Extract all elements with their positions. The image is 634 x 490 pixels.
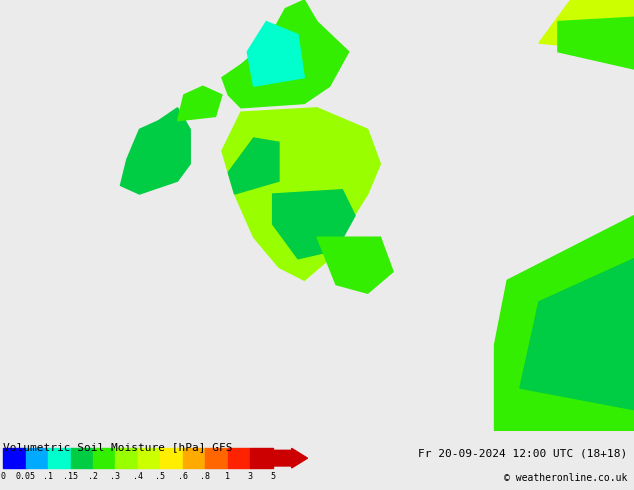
- Bar: [228, 448, 250, 468]
- Polygon shape: [539, 0, 634, 52]
- Bar: [183, 448, 205, 468]
- Bar: [115, 448, 138, 468]
- Bar: [3, 448, 25, 468]
- Bar: [70, 448, 93, 468]
- Bar: [160, 448, 183, 468]
- Bar: [48, 448, 70, 468]
- Polygon shape: [178, 86, 222, 121]
- Bar: [205, 448, 228, 468]
- Text: .3: .3: [110, 472, 120, 481]
- Text: .4: .4: [133, 472, 143, 481]
- Bar: [25, 448, 48, 468]
- Polygon shape: [520, 259, 634, 410]
- Polygon shape: [228, 138, 279, 194]
- Text: 0.05: 0.05: [16, 472, 36, 481]
- Text: Volumetric Soil Moisture [hPa] GFS: Volumetric Soil Moisture [hPa] GFS: [3, 442, 233, 452]
- Text: .8: .8: [200, 472, 210, 481]
- Bar: [138, 448, 160, 468]
- Text: 0: 0: [1, 472, 6, 481]
- Text: .2: .2: [88, 472, 98, 481]
- Text: 1: 1: [225, 472, 230, 481]
- Polygon shape: [495, 216, 634, 431]
- Polygon shape: [247, 22, 304, 86]
- Polygon shape: [317, 237, 393, 293]
- Polygon shape: [222, 0, 349, 108]
- Polygon shape: [558, 17, 634, 69]
- Polygon shape: [273, 190, 355, 259]
- Text: .6: .6: [178, 472, 188, 481]
- Text: .5: .5: [155, 472, 165, 481]
- FancyArrow shape: [273, 448, 307, 468]
- Bar: [250, 448, 273, 468]
- Text: .15: .15: [63, 472, 78, 481]
- Polygon shape: [222, 108, 380, 280]
- Bar: [93, 448, 115, 468]
- Text: Fr 20-09-2024 12:00 UTC (18+18): Fr 20-09-2024 12:00 UTC (18+18): [418, 448, 628, 458]
- Text: 3: 3: [248, 472, 253, 481]
- Text: 5: 5: [270, 472, 275, 481]
- Polygon shape: [120, 108, 190, 194]
- Text: .1: .1: [43, 472, 53, 481]
- Text: © weatheronline.co.uk: © weatheronline.co.uk: [504, 473, 628, 483]
